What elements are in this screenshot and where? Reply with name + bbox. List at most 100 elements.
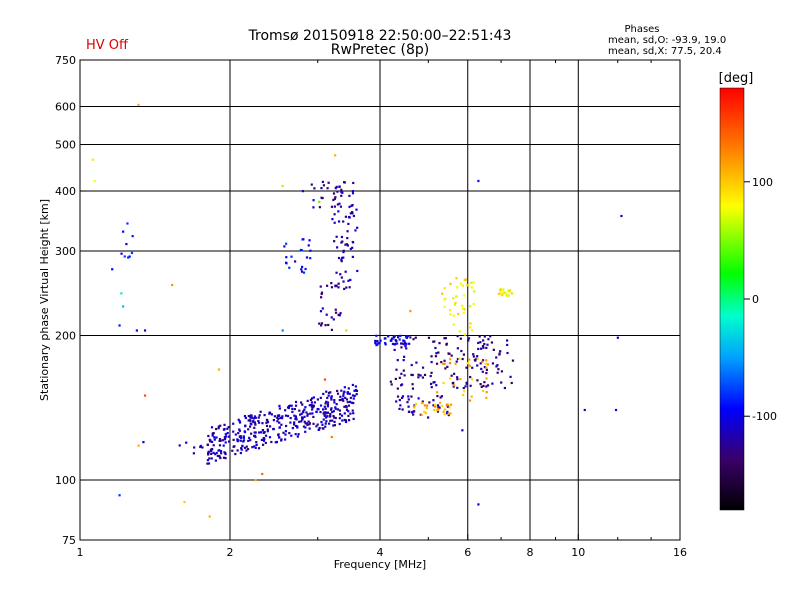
data-point	[290, 404, 293, 407]
data-point	[322, 392, 325, 396]
data-point	[248, 419, 251, 422]
phases-title: Phases	[624, 24, 659, 35]
data-point	[440, 361, 443, 364]
data-point	[489, 335, 492, 338]
data-point	[378, 341, 381, 344]
data-point	[275, 440, 279, 444]
data-point	[303, 415, 306, 418]
data-point	[444, 367, 447, 370]
data-point	[326, 405, 329, 408]
data-point	[346, 244, 350, 247]
data-point	[334, 406, 337, 409]
data-point	[410, 363, 413, 367]
data-point	[227, 425, 230, 429]
data-point	[511, 359, 515, 362]
data-point	[240, 447, 243, 450]
data-point	[340, 188, 343, 191]
data-point	[254, 423, 257, 426]
data-point	[463, 294, 466, 297]
data-point	[243, 430, 247, 434]
data-point	[210, 452, 213, 456]
data-point	[213, 438, 216, 441]
data-point	[452, 297, 455, 300]
data-point	[268, 411, 271, 414]
data-point	[464, 385, 467, 388]
data-point	[309, 398, 313, 401]
data-point	[344, 420, 348, 424]
data-point	[223, 438, 226, 441]
data-point	[247, 439, 250, 443]
data-point	[446, 405, 449, 408]
data-point	[223, 451, 226, 454]
data-point	[325, 313, 328, 316]
data-point	[218, 454, 221, 458]
data-point	[355, 208, 358, 211]
data-point	[217, 368, 221, 371]
data-point	[240, 448, 243, 451]
data-point	[461, 304, 464, 307]
data-point	[239, 439, 242, 442]
data-point	[446, 410, 449, 414]
data-point	[324, 402, 327, 405]
data-point	[329, 415, 332, 418]
data-point	[222, 444, 225, 447]
data-point	[421, 366, 425, 369]
data-point	[208, 515, 211, 518]
data-point	[375, 334, 378, 337]
data-point	[330, 286, 334, 289]
data-point	[299, 413, 302, 416]
y-tick-label: 300	[55, 245, 76, 258]
data-point	[309, 249, 312, 252]
data-point	[406, 335, 409, 338]
data-point	[123, 255, 126, 258]
data-point	[421, 376, 425, 379]
data-point	[453, 372, 456, 375]
data-point	[319, 396, 322, 399]
data-point	[185, 441, 188, 444]
data-point	[374, 342, 377, 345]
data-point	[306, 423, 309, 426]
data-point	[254, 479, 257, 482]
data-point	[455, 295, 459, 298]
data-point	[308, 239, 311, 242]
data-point	[304, 406, 307, 409]
data-point	[284, 414, 288, 417]
data-point	[217, 425, 220, 428]
data-point	[481, 370, 484, 373]
data-point	[270, 440, 273, 444]
colorbar	[719, 87, 745, 511]
data-point	[291, 407, 294, 411]
data-point	[297, 433, 300, 436]
data-point	[243, 446, 247, 449]
y-tick-label: 600	[55, 101, 76, 114]
data-point	[424, 411, 428, 415]
data-point	[207, 453, 210, 456]
data-point	[477, 341, 480, 345]
data-point	[330, 316, 333, 319]
data-point	[215, 436, 218, 439]
data-point	[128, 255, 131, 258]
data-point	[210, 457, 213, 460]
data-point	[91, 158, 94, 161]
data-point	[329, 391, 332, 394]
data-point	[285, 256, 288, 259]
data-point	[448, 308, 452, 312]
data-point	[298, 420, 301, 423]
data-point	[338, 202, 341, 205]
data-point	[324, 416, 328, 419]
data-point	[268, 436, 272, 439]
data-point	[325, 390, 328, 393]
data-point	[310, 401, 313, 404]
data-point	[318, 200, 321, 203]
data-point	[243, 414, 247, 418]
data-point	[504, 291, 507, 294]
data-point	[326, 187, 329, 190]
data-point	[407, 405, 410, 408]
data-point	[456, 286, 459, 289]
data-point	[135, 329, 138, 332]
x-tick-label: 8	[527, 546, 534, 559]
data-point	[456, 347, 459, 350]
data-point	[434, 346, 437, 350]
data-point	[480, 385, 483, 388]
data-point	[491, 382, 494, 385]
